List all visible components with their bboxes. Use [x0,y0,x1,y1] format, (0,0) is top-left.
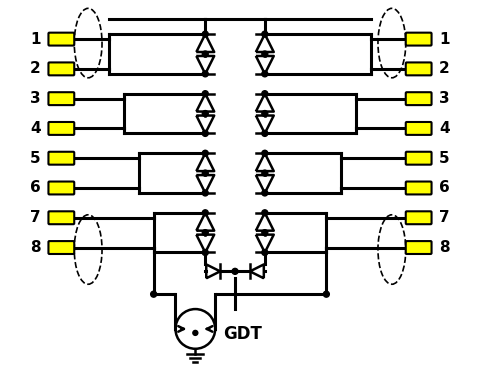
Text: 1: 1 [30,32,41,46]
Circle shape [262,91,268,97]
Text: 8: 8 [30,240,41,255]
Circle shape [262,170,268,176]
FancyBboxPatch shape [406,152,432,165]
FancyBboxPatch shape [406,92,432,105]
Text: 5: 5 [30,151,41,166]
Circle shape [262,150,268,156]
FancyBboxPatch shape [406,182,432,195]
Circle shape [262,51,268,57]
Circle shape [202,210,208,216]
Circle shape [262,131,268,137]
Text: 2: 2 [30,61,41,76]
FancyBboxPatch shape [48,122,74,135]
FancyBboxPatch shape [406,211,432,224]
FancyBboxPatch shape [406,62,432,76]
Circle shape [202,170,208,176]
Circle shape [202,31,208,37]
Circle shape [232,268,238,274]
Circle shape [324,291,329,297]
Circle shape [262,190,268,196]
Circle shape [202,131,208,137]
FancyBboxPatch shape [48,62,74,76]
Circle shape [193,330,198,336]
Text: GDT: GDT [223,325,262,343]
Circle shape [262,71,268,77]
Text: 3: 3 [30,91,41,106]
Circle shape [202,250,208,256]
FancyBboxPatch shape [48,211,74,224]
FancyBboxPatch shape [48,182,74,195]
Circle shape [262,230,268,235]
Text: 6: 6 [30,180,41,195]
Text: 7: 7 [30,210,41,225]
Circle shape [262,31,268,37]
FancyBboxPatch shape [406,33,432,45]
Circle shape [151,291,156,297]
Text: 8: 8 [439,240,450,255]
Text: 7: 7 [439,210,450,225]
Text: 1: 1 [439,32,450,46]
FancyBboxPatch shape [48,33,74,45]
Text: 5: 5 [439,151,450,166]
Circle shape [202,71,208,77]
FancyBboxPatch shape [48,92,74,105]
FancyBboxPatch shape [48,241,74,254]
Text: 6: 6 [439,180,450,195]
FancyBboxPatch shape [406,122,432,135]
Circle shape [202,91,208,97]
Circle shape [202,110,208,116]
Circle shape [202,190,208,196]
FancyBboxPatch shape [406,241,432,254]
Circle shape [202,150,208,156]
Text: 4: 4 [30,121,41,136]
Circle shape [262,110,268,116]
Circle shape [202,230,208,235]
Circle shape [262,210,268,216]
Text: 3: 3 [439,91,450,106]
FancyBboxPatch shape [48,152,74,165]
Text: 4: 4 [439,121,450,136]
Circle shape [202,51,208,57]
Circle shape [262,250,268,256]
Text: 2: 2 [439,61,450,76]
